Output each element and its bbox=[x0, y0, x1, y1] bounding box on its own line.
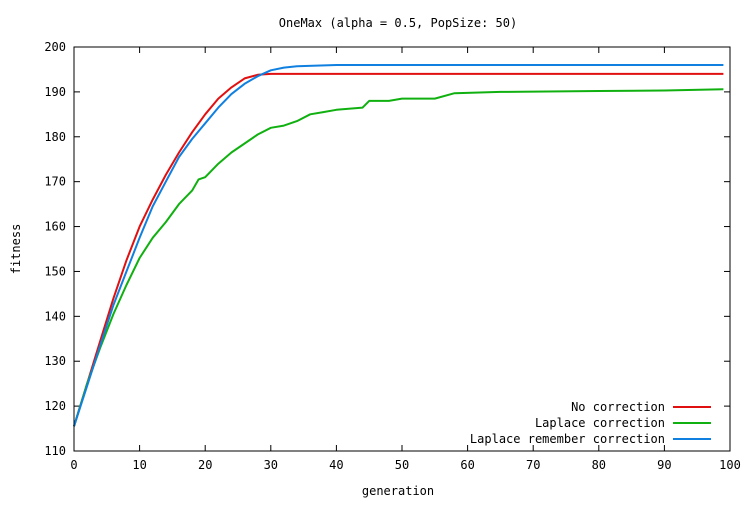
y-tick-label: 160 bbox=[44, 220, 66, 234]
y-axis-label: fitness bbox=[9, 224, 23, 275]
x-tick-label: 80 bbox=[592, 458, 606, 472]
y-tick-label: 140 bbox=[44, 309, 66, 323]
x-tick-label: 40 bbox=[329, 458, 343, 472]
legend-label-no-correction: No correction bbox=[571, 400, 665, 414]
x-tick-label: 70 bbox=[526, 458, 540, 472]
plot-frame bbox=[73, 46, 731, 452]
y-tick-label: 200 bbox=[44, 40, 66, 54]
y-tick-label: 190 bbox=[44, 85, 66, 99]
y-tick-label: 110 bbox=[44, 444, 66, 458]
y-tick-label: 150 bbox=[44, 264, 66, 278]
series-line-laplace-remember-correction bbox=[73, 64, 724, 427]
axis-ticks: 0 10 20 30 40 50 60 70 80 90 100 110 120 130 140 150 160… bbox=[44, 40, 741, 472]
x-tick-label: 10 bbox=[132, 458, 146, 472]
x-axis-label: generation bbox=[362, 484, 434, 498]
series-line-laplace-correction bbox=[73, 88, 724, 427]
y-tick-label: 170 bbox=[44, 175, 66, 189]
x-tick-label: 30 bbox=[264, 458, 278, 472]
legend: No correction Laplace correction Laplace r… bbox=[470, 400, 711, 446]
y-tick-label: 120 bbox=[44, 399, 66, 413]
series-line-no-correction bbox=[73, 72, 724, 427]
legend-label-laplace-correction: Laplace correction bbox=[535, 416, 665, 430]
y-tick-label: 180 bbox=[44, 130, 66, 144]
x-tick-label: 90 bbox=[657, 458, 671, 472]
legend-label-laplace-remember-correction: Laplace remember correction bbox=[470, 432, 665, 446]
x-tick-label: 20 bbox=[198, 458, 212, 472]
x-tick-label: 100 bbox=[719, 458, 741, 472]
chart-title: OneMax (alpha = 0.5, PopSize: 50) bbox=[279, 16, 517, 30]
x-tick-label: 60 bbox=[460, 458, 474, 472]
x-tick-label: 50 bbox=[395, 458, 409, 472]
x-tick-label: 0 bbox=[70, 458, 77, 472]
y-tick-label: 130 bbox=[44, 354, 66, 368]
series-lines bbox=[73, 64, 724, 427]
